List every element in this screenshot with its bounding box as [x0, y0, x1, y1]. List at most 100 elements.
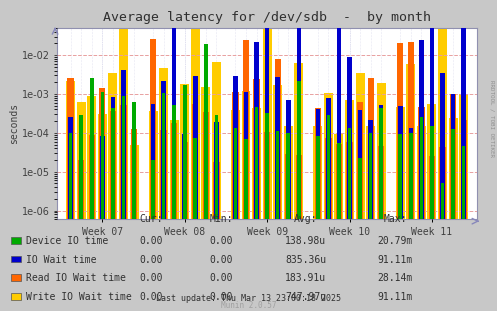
Bar [252, 109, 261, 311]
Bar [315, 108, 321, 311]
Bar [233, 76, 238, 311]
Bar [316, 109, 320, 311]
Bar [253, 79, 260, 311]
Bar [193, 77, 197, 311]
Text: Read IO Wait time: Read IO Wait time [26, 273, 126, 283]
Bar [77, 102, 85, 311]
Bar [66, 81, 75, 311]
Bar [450, 94, 456, 311]
Bar [366, 126, 375, 311]
Bar [69, 117, 73, 311]
Bar [111, 108, 115, 311]
Text: 835.36u: 835.36u [285, 255, 326, 265]
Text: Avg:: Avg: [294, 214, 318, 224]
Bar [296, 155, 302, 311]
Bar [409, 132, 413, 311]
Bar [162, 81, 166, 311]
Bar [110, 111, 116, 311]
Text: 0.00: 0.00 [140, 236, 164, 246]
Text: 183.91u: 183.91u [285, 273, 326, 283]
Bar [68, 78, 74, 311]
Text: Cur:: Cur: [140, 214, 164, 224]
Bar [346, 142, 353, 311]
Bar [80, 115, 83, 311]
Y-axis label: seconds: seconds [9, 103, 19, 144]
Bar [275, 77, 280, 311]
Bar [409, 128, 413, 311]
Bar [451, 94, 455, 311]
Bar [397, 44, 404, 311]
Bar [201, 87, 210, 311]
Text: 0.00: 0.00 [209, 273, 233, 283]
Text: 747.97u: 747.97u [285, 292, 326, 302]
Bar [243, 40, 249, 311]
Bar [337, 143, 341, 311]
Bar [348, 128, 351, 311]
Bar [334, 133, 343, 311]
Bar [438, 23, 447, 311]
Text: 0.00: 0.00 [140, 255, 164, 265]
Bar [274, 59, 281, 311]
Bar [461, 21, 466, 311]
Bar [356, 72, 365, 311]
Bar [336, 144, 342, 311]
Bar [151, 160, 155, 311]
Bar [204, 86, 208, 311]
Bar [242, 91, 250, 311]
Text: Min:: Min: [209, 214, 233, 224]
Text: 0.00: 0.00 [209, 255, 233, 265]
Bar [273, 85, 282, 311]
Bar [232, 92, 239, 311]
Bar [286, 132, 290, 311]
Bar [183, 85, 186, 311]
Bar [379, 105, 384, 311]
Text: 20.79m: 20.79m [378, 236, 413, 246]
Bar [325, 138, 331, 311]
Bar [88, 135, 95, 311]
Bar [377, 83, 386, 311]
Text: Last update: Thu Mar 13 23:00:18 2025: Last update: Thu Mar 13 23:00:18 2025 [156, 294, 341, 303]
Bar [378, 146, 384, 311]
Bar [119, 20, 128, 311]
Bar [314, 126, 323, 311]
Text: 0.00: 0.00 [140, 292, 164, 302]
Bar [327, 115, 330, 311]
Bar [396, 107, 405, 311]
Bar [132, 102, 136, 311]
Bar [441, 183, 444, 311]
Bar [150, 39, 156, 311]
Text: 91.11m: 91.11m [378, 292, 413, 302]
Bar [131, 129, 137, 311]
Bar [214, 122, 219, 311]
Bar [192, 104, 198, 311]
Bar [276, 131, 279, 311]
Bar [159, 67, 168, 311]
Bar [121, 70, 126, 311]
Bar [90, 77, 93, 311]
Bar [203, 112, 209, 311]
Title: Average latency for /dev/sdb  -  by month: Average latency for /dev/sdb - by month [103, 11, 431, 24]
Text: Max:: Max: [383, 214, 407, 224]
Bar [462, 146, 466, 311]
Bar [162, 93, 166, 311]
Bar [316, 136, 320, 311]
Bar [244, 139, 248, 311]
Text: Device IO time: Device IO time [26, 236, 108, 246]
Text: 0.00: 0.00 [209, 292, 233, 302]
Bar [337, 18, 341, 311]
Bar [231, 110, 240, 311]
Bar [369, 133, 372, 311]
Bar [149, 111, 158, 311]
Bar [122, 96, 125, 311]
Bar [191, 19, 200, 311]
Bar [430, 126, 434, 311]
Bar [213, 162, 220, 311]
Bar [108, 72, 117, 311]
Text: 0.00: 0.00 [140, 273, 164, 283]
Bar [161, 129, 166, 311]
Text: 0.00: 0.00 [209, 236, 233, 246]
Bar [459, 94, 468, 311]
Bar [111, 97, 115, 311]
Bar [181, 142, 188, 311]
Bar [294, 63, 303, 311]
